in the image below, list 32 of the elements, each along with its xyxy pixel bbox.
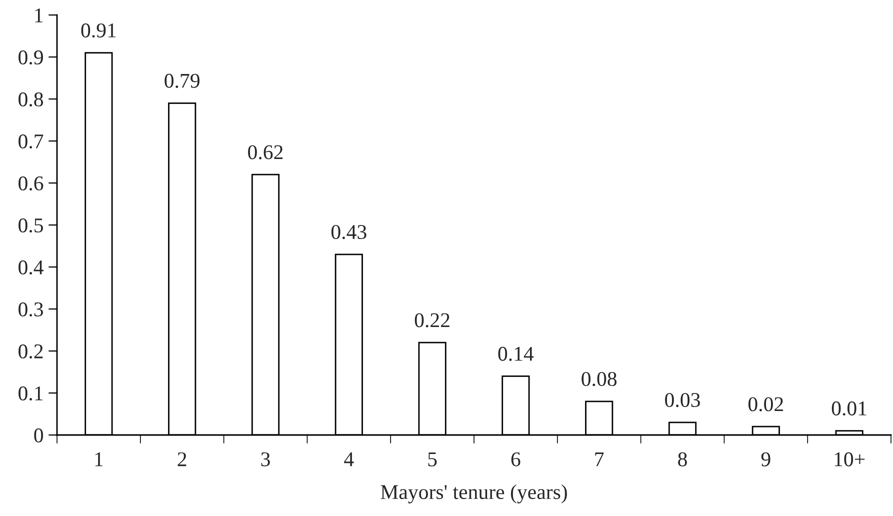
data-label: 0.02 <box>748 397 783 412</box>
y-tick-label: 0.3 <box>18 302 43 317</box>
x-tick-label: 4 <box>344 452 354 466</box>
x-tick-label: 7 <box>595 452 604 466</box>
data-label: 0.14 <box>498 346 534 361</box>
y-tick-label: 0.7 <box>18 134 44 149</box>
data-label: 0.79 <box>164 74 200 88</box>
x-tick-label: 5 <box>428 452 437 466</box>
y-tick-label: 0.2 <box>18 344 43 359</box>
data-label: 0.03 <box>665 393 700 408</box>
x-axis-title: Mayors' tenure (years) <box>380 484 567 504</box>
y-tick-label: 0.6 <box>18 176 44 191</box>
x-tick-label: 6 <box>511 452 520 466</box>
y-tick-label: 1 <box>35 8 43 22</box>
y-tick-label: 0.5 <box>18 218 43 233</box>
x-tick-label: 10+ <box>834 452 865 466</box>
x-tick-label: 8 <box>678 452 687 466</box>
x-tick-label: 9 <box>761 452 770 466</box>
x-tick-label: 1 <box>95 452 103 466</box>
data-label: 0.43 <box>331 225 366 240</box>
data-label: 0.22 <box>414 313 450 328</box>
x-tick-label: 2 <box>178 452 186 466</box>
data-label: 0.62 <box>248 145 283 160</box>
y-tick-label: 0 <box>34 428 44 442</box>
data-label: 0.91 <box>81 23 116 38</box>
y-tick-label: 0.1 <box>18 386 43 401</box>
data-label: 0.01 <box>832 401 866 416</box>
y-tick-label: 0.8 <box>18 92 44 107</box>
data-label: 0.08 <box>582 372 617 386</box>
y-tick-label: 0.4 <box>18 260 44 275</box>
x-tick-label: 3 <box>261 452 270 466</box>
y-tick-label: 0.9 <box>18 50 43 65</box>
